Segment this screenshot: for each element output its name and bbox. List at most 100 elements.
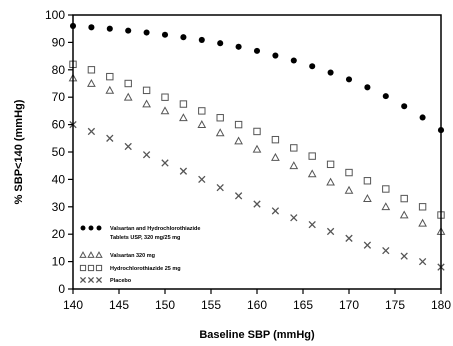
y-tick-label: 20 (52, 227, 66, 241)
data-point (198, 107, 206, 115)
data-point (143, 29, 150, 36)
data-point (179, 167, 188, 175)
data-point (418, 203, 427, 211)
data-point (160, 106, 170, 115)
data-point (400, 194, 408, 203)
data-point (400, 252, 408, 260)
data-point (345, 234, 353, 242)
data-point (253, 127, 261, 136)
data-point (309, 63, 316, 70)
data-point (290, 214, 298, 222)
data-point (363, 194, 372, 202)
data-point (106, 134, 114, 142)
series-cross (69, 120, 445, 271)
x-tick-label: 180 (431, 298, 451, 312)
data-point (363, 241, 372, 249)
x-axis: 140 145 150 155 160 165 170 175 180 (63, 289, 451, 312)
data-point (234, 120, 243, 129)
data-point (307, 169, 317, 178)
legend-label: Tablets USP, 320 mg/25 mg (110, 235, 180, 241)
data-point (235, 43, 242, 50)
legend-marker (79, 264, 87, 272)
data-point (234, 192, 243, 200)
data-point (198, 175, 206, 184)
data-point (87, 127, 96, 136)
data-point (345, 168, 353, 177)
data-point (418, 257, 427, 266)
data-point (216, 183, 224, 192)
data-point (399, 210, 409, 219)
data-point (124, 79, 132, 88)
data-point (290, 57, 297, 64)
x-tick-label: 155 (201, 298, 221, 312)
x-axis-title: Baseline SBP (mmHg) (199, 329, 315, 341)
legend-marker (87, 276, 95, 284)
plot-area (68, 22, 446, 271)
y-tick-label: 50 (52, 145, 66, 159)
data-point (87, 78, 96, 87)
x-tick-label: 145 (109, 298, 129, 312)
data-point (253, 200, 261, 208)
legend-item: Valsartan 320 mg (79, 251, 155, 259)
data-point (253, 47, 261, 54)
legend-marker (95, 276, 103, 284)
data-point (124, 142, 132, 151)
legend-marker (87, 251, 95, 258)
data-point (142, 99, 151, 108)
data-point (161, 31, 169, 38)
data-point (364, 84, 371, 91)
data-point (344, 185, 354, 194)
y-tick-label: 80 (52, 63, 66, 77)
data-point (252, 144, 262, 153)
legend-marker (95, 251, 103, 258)
data-point (106, 72, 114, 81)
data-point (217, 40, 224, 47)
data-point (326, 227, 335, 236)
data-point (271, 135, 280, 144)
data-point (363, 177, 372, 185)
legend-swatch (79, 276, 103, 284)
data-point (271, 207, 280, 215)
data-point (161, 159, 169, 167)
legend-swatch (79, 251, 103, 258)
y-tick-label: 0 (58, 282, 65, 296)
data-point (105, 85, 115, 94)
data-point (326, 177, 335, 186)
legend-label: Valsartan 320 mg (110, 253, 155, 259)
data-point (382, 246, 390, 255)
data-point (401, 103, 408, 110)
legend-item: Placebo (79, 276, 132, 284)
data-point (382, 185, 390, 193)
data-point (345, 76, 353, 83)
data-point (125, 27, 132, 34)
data-point (142, 151, 151, 159)
data-point (418, 218, 427, 227)
legend-marker (95, 264, 103, 272)
data-point (290, 144, 298, 152)
data-point (234, 136, 243, 145)
legend-label: Placebo (110, 278, 132, 284)
legend-label: Hydrochlorothiazide 25 mg (110, 266, 181, 272)
x-tick-label: 160 (247, 298, 267, 312)
data-point (215, 128, 225, 137)
y-tick-label: 100 (45, 8, 65, 22)
y-tick-label: 60 (52, 118, 66, 132)
y-tick-label: 40 (52, 172, 66, 186)
x-tick-label: 165 (293, 298, 313, 312)
y-tick-label: 70 (52, 90, 66, 104)
data-point (326, 160, 335, 169)
data-point (271, 152, 280, 161)
data-point (216, 114, 224, 122)
legend-item: Hydrochlorothiazide 25 mg (79, 264, 181, 272)
x-tick-label: 170 (339, 298, 359, 312)
data-point (180, 34, 187, 41)
data-point (272, 52, 279, 59)
data-point (308, 220, 316, 229)
data-point (308, 152, 316, 160)
series-filled-circle (69, 22, 445, 134)
legend-marker (96, 225, 102, 231)
legend-item: Valsartan and Hydrochlorothiazide Tablets… (80, 225, 200, 241)
data-point (142, 86, 151, 95)
data-point (289, 161, 299, 170)
